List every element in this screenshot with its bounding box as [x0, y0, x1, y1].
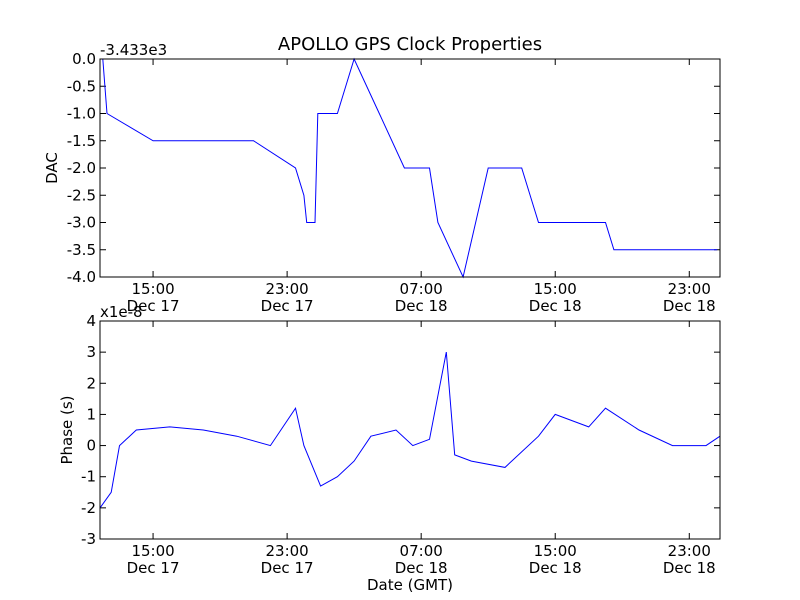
dac-series — [102, 57, 718, 279]
dac-x-tick-hour: 23:00 — [265, 280, 308, 298]
dac-x-tick-hour: 15:00 — [534, 280, 577, 298]
phase-x-tick-hour: 15:00 — [534, 542, 577, 560]
phase-y-tick-label: 0 — [86, 437, 96, 455]
phase-x-tick-day: Dec 18 — [529, 559, 582, 577]
phase-y-tick-label: -3 — [81, 530, 96, 548]
phase-series — [99, 352, 721, 509]
dac-panel: -3.433e3 DAC 0.0 -0.5 -1.0 -1.5 -2.0 -2.5 -3.0… — [43, 41, 721, 315]
phase-offset-label: x1e-8 — [100, 303, 143, 321]
phase-y-ticks: 4 3 2 1 0 -1 -2 -3 — [81, 312, 720, 548]
phase-x-tick-day: Dec 18 — [395, 559, 448, 577]
dac-x-tick-hour: 15:00 — [131, 280, 174, 298]
x-axis-label: Date (GMT) — [367, 576, 453, 594]
dac-y-tick-label: -3.5 — [67, 241, 96, 259]
dac-y-axis-label: DAC — [43, 152, 61, 184]
dac-y-ticks: 0.0 -0.5 -1.0 -1.5 -2.0 -2.5 -3.0 -3.5 -4.0 — [67, 50, 720, 286]
phase-y-tick-label: 1 — [86, 405, 96, 423]
dac-y-tick-label: -1.5 — [67, 132, 96, 150]
dac-series-line — [102, 57, 718, 279]
phase-x-tick-day: Dec 17 — [127, 559, 180, 577]
dac-offset-label: -3.433e3 — [100, 41, 167, 59]
dac-x-tick-day: Dec 18 — [529, 297, 582, 315]
phase-y-tick-label: 3 — [86, 343, 96, 361]
dac-y-tick-label: -0.5 — [67, 77, 96, 95]
phase-x-tick-day: Dec 18 — [663, 559, 716, 577]
dac-plot-frame — [99, 58, 721, 278]
dac-y-tick-label: -2.5 — [67, 186, 96, 204]
dac-y-tick-label: -3.0 — [67, 214, 96, 232]
phase-y-tick-label: -2 — [81, 499, 96, 517]
dac-x-tick-hour: 07:00 — [400, 280, 443, 298]
dac-x-tick-day: Dec 17 — [127, 297, 180, 315]
dac-x-tick-day: Dec 18 — [663, 297, 716, 315]
phase-y-tick-label: 2 — [86, 374, 96, 392]
phase-series-line — [99, 352, 721, 509]
phase-y-tick-label: -1 — [81, 468, 96, 486]
dac-y-tick-label: -1.0 — [67, 105, 96, 123]
dac-y-tick-label: -4.0 — [67, 268, 96, 286]
phase-x-tick-hour: 07:00 — [400, 542, 443, 560]
phase-x-tick-hour: 15:00 — [131, 542, 174, 560]
dac-y-tick-label: -2.0 — [67, 159, 96, 177]
dac-x-tick-day: Dec 18 — [395, 297, 448, 315]
phase-x-tick-hour: 23:00 — [265, 542, 308, 560]
phase-plot-frame — [99, 320, 721, 540]
phase-x-tick-hour: 23:00 — [668, 542, 711, 560]
phase-y-axis-label: Phase (s) — [58, 395, 76, 464]
dac-x-tick-hour: 23:00 — [668, 280, 711, 298]
phase-y-tick-label: 4 — [86, 312, 96, 330]
dac-x-tick-day: Dec 17 — [261, 297, 314, 315]
chart-title: APOLLO GPS Clock Properties — [278, 34, 542, 55]
dac-y-tick-label: 0.0 — [72, 50, 96, 68]
phase-x-tick-day: Dec 17 — [261, 559, 314, 577]
